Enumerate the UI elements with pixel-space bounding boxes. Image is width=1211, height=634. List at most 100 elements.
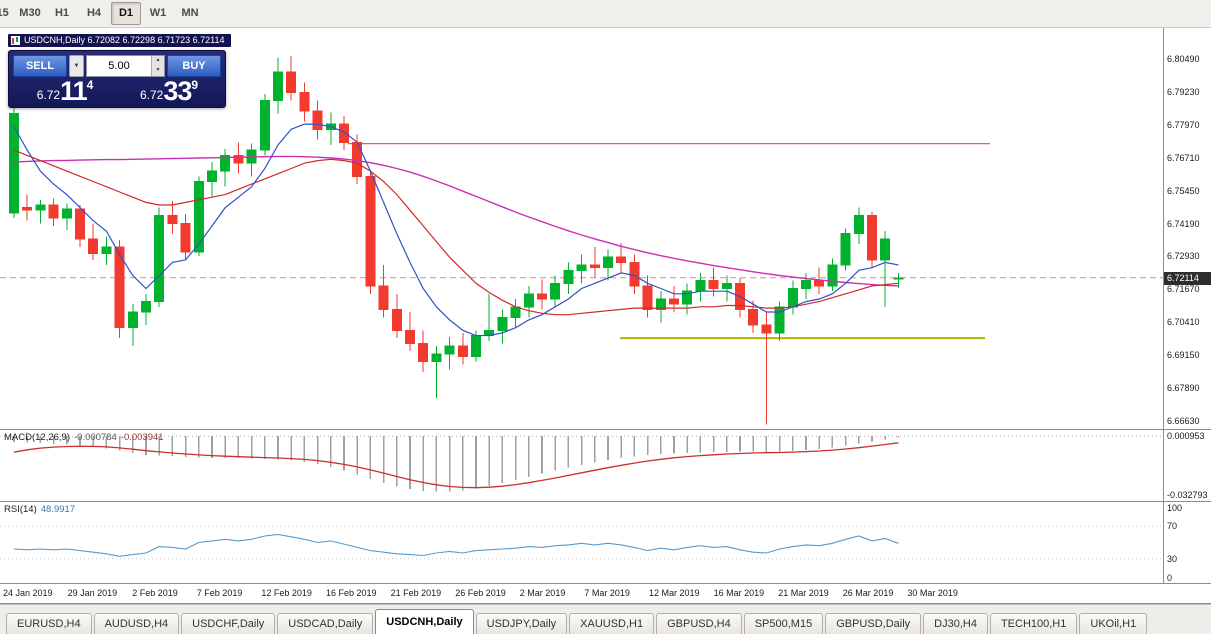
rsi-line: [13, 533, 899, 557]
date-label: 2 Feb 2019: [132, 588, 178, 598]
timeframe-button-M30[interactable]: M30: [19, 7, 41, 19]
date-label: 7 Mar 2019: [584, 588, 630, 598]
rsi-axis-label: 100: [1167, 503, 1183, 513]
timeframe-button-D1[interactable]: D1: [111, 2, 141, 25]
chart-tab-xauusd-h1[interactable]: XAUUSD,H1: [569, 613, 655, 634]
price-axis-label: 6.72930: [1167, 251, 1200, 262]
volume-field[interactable]: 5.00 ▴ ▾: [86, 55, 165, 77]
chart-tab-gbpusd-daily[interactable]: GBPUSD,Daily: [825, 613, 922, 634]
rsi-label: RSI(14) 48.9917: [4, 504, 75, 515]
chart-tab-usdchf-daily[interactable]: USDCHF,Daily: [181, 613, 276, 634]
one-click-trading-panel: SELL ▼ 5.00 ▴ ▾ BUY 6.72 11 4: [8, 50, 226, 108]
ask-pip-digit: 9: [191, 78, 199, 92]
macd-pane[interactable]: 0.000953 -0.032793 MACD(12,26,9) -0.000784…: [0, 430, 1211, 502]
macd-axis-label: -0.032793: [1167, 490, 1208, 500]
rsi-axis-label: 0: [1167, 573, 1173, 583]
volume-up-icon[interactable]: ▴: [152, 56, 164, 66]
macd-canvas[interactable]: [0, 430, 1163, 501]
volume-stepper[interactable]: ▴ ▾: [151, 56, 164, 76]
price-axis-label: 6.67890: [1167, 383, 1200, 393]
chart-tab-ukoil-h1[interactable]: UKOil,H1: [1079, 613, 1148, 634]
volume-value[interactable]: 5.00: [108, 60, 130, 72]
macd-label: MACD(12,26,9) -0.000784 -0.003941: [4, 432, 164, 443]
candles: [9, 56, 904, 425]
price-axis-label: 6.77970: [1167, 119, 1200, 130]
chart-window-title: USDCNH,Daily 6.72082 6.72298 6.71723 6.7…: [8, 34, 232, 47]
chart-tab-eurusd-h4[interactable]: EURUSD,H4: [6, 613, 92, 634]
fast-ma-line: [13, 123, 899, 337]
price-axis-label: 6.74190: [1167, 218, 1200, 229]
timeframe-button-MN[interactable]: MN: [181, 7, 199, 19]
price-axis-label: 6.75450: [1167, 185, 1200, 196]
time-axis[interactable]: 24 Jan 2019 29 Jan 2019 2 Feb 2019 7 Feb 20…: [0, 584, 1211, 604]
moving-average-lines: [13, 123, 899, 337]
price-chart-canvas[interactable]: [0, 28, 1163, 429]
rsi-pane[interactable]: 100 70 30 0 RSI(14) 48.9917: [0, 502, 1211, 584]
date-label: 29 Jan 2019: [67, 588, 118, 598]
timeframe-button-H4[interactable]: H4: [86, 7, 102, 19]
ask-big-digits: 33: [163, 76, 192, 106]
rsi-name: RSI(14): [4, 504, 37, 515]
chart-tab-sp500-m15[interactable]: SP500,M15: [743, 613, 824, 634]
date-label: 26 Feb 2019: [455, 588, 506, 598]
current-price-badge: 6.72114: [1164, 271, 1211, 285]
volume-dropdown-icon[interactable]: ▼: [69, 55, 84, 77]
price-chart-pane[interactable]: 6.80490 6.79230 6.77970 6.76710 6.75450 6.741…: [0, 28, 1211, 430]
ask-prefix: 6.72: [139, 88, 164, 102]
chart-tab-usdjpy-daily[interactable]: USDJPY,Daily: [475, 613, 568, 634]
timeframe-button-W1[interactable]: W1: [149, 7, 167, 19]
slow-ma-line: [13, 155, 899, 287]
date-label: 21 Mar 2019: [778, 588, 829, 598]
price-axis-label: 6.71670: [1167, 284, 1200, 295]
macd-histogram: [13, 436, 900, 492]
timeframe-button-M15[interactable]: M15: [0, 7, 9, 19]
price-axis-label: 6.79230: [1167, 86, 1200, 97]
timeframe-toolbar: M15 M30 H1 H4 D1 W1 MN: [0, 0, 1211, 28]
bid-prefix: 6.72: [36, 88, 61, 102]
bid-pip-digit: 4: [86, 78, 94, 92]
date-label: 12 Mar 2019: [649, 588, 700, 598]
bid-big-digits: 11: [60, 76, 88, 106]
date-label: 16 Mar 2019: [713, 588, 765, 598]
rsi-axis-label: 30: [1167, 553, 1178, 564]
chart-tab-usdcad-daily[interactable]: USDCAD,Daily: [277, 613, 374, 634]
date-label: 21 Feb 2019: [390, 588, 442, 598]
date-label: 2 Mar 2019: [519, 588, 566, 598]
rsi-axis-label: 70: [1167, 521, 1178, 532]
price-axis-label: 6.66630: [1167, 415, 1200, 426]
chart-icon: [11, 36, 20, 45]
date-label: 12 Feb 2019: [261, 588, 312, 598]
rsi-value: 48.9917: [40, 504, 76, 515]
horizontal-lines[interactable]: [348, 143, 990, 340]
price-axis-label: 6.80490: [1167, 54, 1200, 65]
macd-axis-label: 0.000953: [1167, 431, 1205, 441]
macd-main-value: -0.000784: [74, 432, 117, 443]
price-axis-label: 6.69150: [1167, 350, 1200, 361]
sell-button[interactable]: SELL: [13, 55, 67, 77]
macd-signal-value: -0.003941: [120, 432, 164, 443]
volume-down-icon[interactable]: ▾: [152, 66, 164, 76]
chart-tab-gbpusd-h4[interactable]: GBPUSD,H4: [656, 613, 742, 634]
bid-price[interactable]: 6.72 11 4: [13, 78, 117, 105]
chart-tab-audusd-h4[interactable]: AUDUSD,H4: [93, 613, 180, 634]
macd-name: MACD(12,26,9): [4, 432, 70, 443]
chart-tabs-bar: EURUSD,H4 AUDUSD,H4 USDCHF,Daily USDCAD,Dai…: [0, 604, 1211, 634]
chart-tab-usdcnh-daily[interactable]: USDCNH,Daily: [375, 609, 474, 634]
date-label: 26 Mar 2019: [842, 588, 894, 598]
macd-signal-line: [13, 442, 899, 489]
ask-price[interactable]: 6.72 33 9: [117, 78, 221, 105]
macd-axis[interactable]: 0.000953 -0.032793: [1163, 430, 1211, 501]
rsi-axis[interactable]: 100 70 30 0: [1163, 502, 1211, 583]
price-axis-label: 6.76710: [1167, 152, 1200, 163]
chart-tab-tech100-h1[interactable]: TECH100,H1: [989, 613, 1078, 634]
date-label: 24 Jan 2019: [3, 588, 53, 598]
date-label: 30 Mar 2019: [907, 588, 958, 598]
buy-button[interactable]: BUY: [167, 55, 221, 77]
mid-ma-line: [13, 149, 899, 316]
chart-tab-dj30-h4[interactable]: DJ30,H4: [923, 613, 988, 634]
chart-title-text: USDCNH,Daily 6.72082 6.72298 6.71723 6.7…: [24, 35, 225, 45]
rsi-canvas[interactable]: [0, 502, 1163, 583]
price-axis[interactable]: 6.80490 6.79230 6.77970 6.76710 6.75450 6.741…: [1163, 28, 1211, 429]
timeframe-button-H1[interactable]: H1: [54, 7, 70, 19]
